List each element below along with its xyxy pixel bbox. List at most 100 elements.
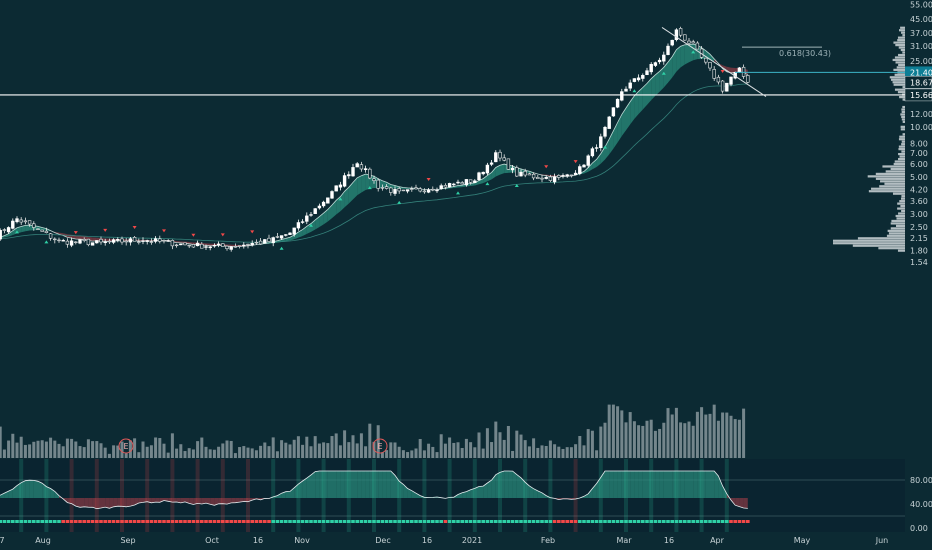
volume-bar (233, 453, 237, 458)
volume-bar (695, 411, 699, 458)
volume-bar (536, 447, 540, 458)
oscillator-state-dot (149, 520, 154, 523)
candle-body (330, 191, 334, 199)
oscillator-state-dot (426, 520, 431, 523)
oscillator-state-dot (422, 520, 427, 523)
trend-cloud-segment (676, 46, 681, 72)
volume-profile-bar (900, 128, 905, 131)
volume-bar (322, 442, 326, 458)
trend-cloud-segment (315, 216, 320, 230)
price-tick-label: 5.00 (910, 173, 928, 182)
trend-cloud-segment (596, 153, 601, 168)
oscillator-fill-segment (516, 474, 521, 498)
oscillator-fill-segment (634, 471, 639, 498)
oscillator-state-dot (691, 520, 695, 523)
oscillator-state-dot (32, 520, 36, 523)
oscillator-state-dot (464, 520, 469, 523)
volume-profile-bar (878, 247, 905, 250)
volume-bar (82, 447, 86, 458)
volume-bar (103, 447, 107, 458)
volume-profile-bar (897, 207, 905, 210)
volume-bar (44, 441, 48, 458)
oscillator-fill-segment (605, 471, 610, 498)
oscillator-fill-segment (588, 488, 593, 498)
volume-bar (527, 446, 531, 458)
sell-signal-marker (162, 229, 166, 233)
candle-body (670, 39, 674, 46)
oscillator-fill-segment (117, 498, 122, 507)
oscillator-state-dot (183, 520, 187, 523)
volume-profile-bar (902, 86, 905, 89)
volume-bar (456, 442, 460, 458)
oscillator-state-dot (292, 520, 296, 523)
oscillator-state-dot (300, 520, 305, 523)
oscillator-state-dot (615, 520, 620, 523)
candle-body (187, 244, 191, 247)
volume-bar (70, 438, 74, 458)
candle-body (145, 240, 149, 242)
oscillator-state-dot (153, 520, 158, 523)
volume-profile-bar (892, 192, 905, 195)
volume-profile-bar (894, 73, 905, 76)
oscillator-state-dot (208, 520, 212, 523)
oscillator-fill-segment (84, 498, 89, 508)
oscillator-state-dot (548, 520, 553, 523)
oscillator-highlight-band (573, 459, 578, 532)
candle-body (687, 40, 691, 44)
oscillator-state-dot (498, 520, 502, 523)
oscillator-fill-segment (369, 471, 374, 498)
oscillator-fill-segment (168, 498, 173, 503)
volume-bar (704, 414, 708, 458)
oscillator-fill-segment (159, 498, 164, 503)
candle-body (170, 240, 175, 247)
candle-body (271, 237, 275, 244)
volume-profile-bar (833, 239, 905, 242)
oscillator-state-dot (86, 520, 91, 523)
volume-profile-bar (884, 182, 905, 185)
volume-bar (116, 445, 120, 458)
volume-bar (460, 448, 464, 458)
candle-body (229, 246, 233, 250)
buy-signal-marker (309, 223, 313, 227)
volume-profile-bar (901, 150, 905, 153)
time-tick-label: Jun (875, 536, 889, 545)
oscillator-state-dot (120, 520, 124, 523)
oscillator-state-dot (544, 520, 548, 523)
oscillator-state-dot (216, 520, 221, 523)
volume-profile-bar (898, 53, 905, 57)
candle-body (200, 243, 204, 249)
oscillator-fill-segment (693, 471, 698, 498)
oscillator-fill-segment (600, 471, 605, 498)
volume-bar (653, 430, 657, 458)
volume-profile-bar (875, 172, 905, 175)
volume-profile-bar (900, 48, 905, 52)
trend-cloud-segment (290, 235, 295, 241)
candle-body (313, 208, 317, 214)
earnings-marker-label: E (377, 442, 382, 451)
candle-body (300, 221, 305, 223)
volume-bar (179, 444, 183, 458)
oscillator-state-dot (191, 520, 196, 523)
oscillator-state-dot (384, 520, 389, 523)
oscillator-tick-label: 0.00 (910, 524, 928, 533)
oscillator-state-dot (573, 520, 578, 523)
trend-cloud-segment (672, 49, 677, 78)
candle-body (263, 239, 267, 244)
candle-body (565, 174, 569, 177)
candle-body (124, 240, 128, 243)
oscillator-fill-segment (294, 484, 299, 498)
oscillator-state-dot (611, 520, 616, 523)
volume-profile-bar (893, 41, 905, 44)
candle-body (372, 178, 376, 181)
oscillator-fill-segment (290, 487, 295, 498)
oscillator-state-dot (19, 520, 23, 523)
oscillator-fill-segment (407, 488, 412, 498)
candle-body (632, 78, 637, 82)
oscillator-fill-segment (466, 489, 471, 498)
buy-signal-marker (485, 182, 490, 186)
time-tick-label: Nov (294, 536, 310, 545)
volume-bar (624, 422, 628, 458)
oscillator-fill-segment (80, 498, 85, 508)
volume-profile-bar (898, 212, 905, 215)
volume-bar (641, 425, 645, 458)
